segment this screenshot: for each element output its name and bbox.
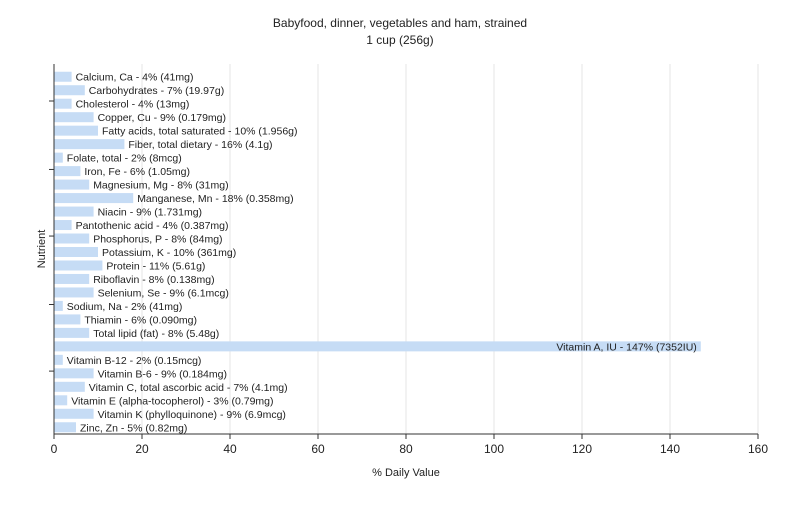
bar [54,179,90,190]
bar-label: Potassium, K - 10% (361mg) [102,247,236,259]
bar [54,395,68,406]
bar-label: Selenium, Se - 9% (6.1mcg) [98,287,229,299]
bar-label: Total lipid (fat) - 8% (5.48g) [93,328,219,340]
bar-label: Calcium, Ca - 4% (41mg) [76,72,194,84]
bar [54,125,98,136]
bar-label: Folate, total - 2% (8mcg) [67,153,182,165]
bar-label: Phosphorus, P - 8% (84mg) [93,234,222,246]
bar-label: Vitamin C, total ascorbic acid - 7% (4.1… [89,382,288,394]
x-tick-label: 120 [572,442,592,456]
bar [54,166,81,177]
bar-label: Pantothenic acid - 4% (0.387mg) [76,220,229,232]
x-tick-label: 60 [311,442,325,456]
x-tick-label: 100 [484,442,504,456]
bar-label: Copper, Cu - 9% (0.179mg) [98,112,226,124]
bar-label: Sodium, Na - 2% (41mg) [67,301,183,313]
bar [54,314,81,325]
x-tick-label: 40 [223,442,237,456]
x-tick-label: 160 [748,442,768,456]
bar-label: Magnesium, Mg - 8% (31mg) [93,180,228,192]
chart-title: Babyfood, dinner, vegetables and ham, st… [272,16,528,30]
bar [54,112,94,123]
bar-label: Fiber, total dietary - 16% (4.1g) [128,139,272,151]
bar-label: Cholesterol - 4% (13mg) [76,99,190,111]
x-axis-label: % Daily Value [372,467,440,479]
bar-label: Niacin - 9% (1.731mg) [98,207,202,219]
bar-label: Thiamin - 6% (0.090mg) [84,314,197,326]
bar-label: Zinc, Zn - 5% (0.82mg) [80,422,187,434]
bar [54,193,134,204]
bar [54,220,72,231]
bar [54,85,85,96]
bar [54,98,72,109]
bar [54,260,103,271]
bar [54,247,98,257]
x-tick-label: 0 [51,442,58,456]
bar-label: Fatty acids, total saturated - 10% (1.95… [102,126,298,138]
bar-label: Protein - 11% (5.61g) [106,260,205,272]
x-tick-label: 20 [135,442,149,456]
bar [54,233,90,244]
bar [54,408,94,419]
x-tick-label: 80 [399,442,413,456]
bar [54,152,63,163]
bar-label: Iron, Fe - 6% (1.05mg) [84,166,190,178]
bar-label: Vitamin E (alpha-tocopherol) - 3% (0.79m… [71,395,273,407]
bar-label: Vitamin K (phylloquinone) - 9% (6.9mcg) [98,409,286,421]
bar [54,341,701,352]
bar [54,327,90,338]
bar [54,422,76,433]
bar [54,273,90,284]
bar [54,139,125,150]
bar-label: Manganese, Mn - 18% (0.358mg) [137,193,293,205]
bar-label: Vitamin B-6 - 9% (0.184mg) [98,368,227,380]
bar-label: Vitamin B-12 - 2% (0.15mcg) [67,355,202,367]
bar [54,287,94,298]
bar [54,354,63,365]
bar [54,71,72,82]
bar [54,381,85,392]
chart-subtitle: 1 cup (256g) [366,33,434,47]
bar [54,206,94,217]
bar [54,368,94,379]
bar-label: Carbohydrates - 7% (19.97g) [89,85,224,97]
bar [54,300,63,311]
y-axis-label: Nutrient [36,230,48,269]
bar-label: Vitamin A, IU - 147% (7352IU) [556,341,696,353]
x-tick-label: 140 [660,442,680,456]
bar-label: Riboflavin - 8% (0.138mg) [93,274,214,286]
